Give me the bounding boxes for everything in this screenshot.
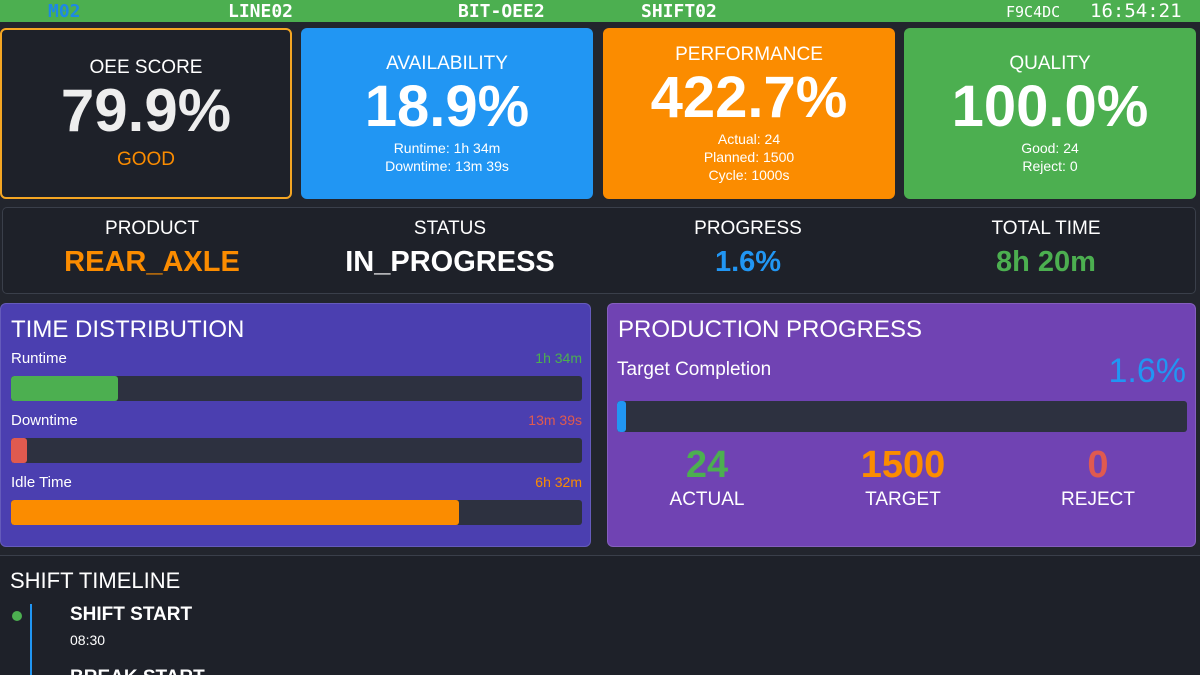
bar-track	[11, 376, 582, 401]
row-value: 6h 32m	[535, 474, 582, 490]
progress-fill	[617, 401, 627, 432]
performance-card: PERFORMANCE 422.7% Actual: 24 Planned: 1…	[603, 28, 895, 199]
code: F9C4DC	[1006, 3, 1061, 21]
card-detail: Cycle: 1000s	[708, 166, 790, 183]
info-value: IN_PROGRESS	[345, 246, 555, 278]
card-status: GOOD	[116, 148, 176, 170]
row-value: 13m 39s	[528, 412, 582, 428]
info-row: PRODUCT REAR_AXLE STATUS IN_PROGRESS PROGR…	[2, 207, 1196, 294]
card-value: 422.7%	[650, 64, 848, 130]
row-label: Runtime	[11, 350, 67, 367]
stat-value: 24	[685, 444, 729, 486]
stat-label: TARGET	[865, 489, 941, 510]
event-time: 08:30	[70, 632, 106, 648]
info-value: 8h 20m	[996, 246, 1096, 278]
card-title: AVAILABILITY	[386, 52, 508, 74]
card-detail: Reject: 0	[1022, 157, 1078, 174]
timeline-dot	[12, 611, 22, 621]
header-bar: M02 LINE02 BIT-OEE2 SHIFT02 F9C4DC 16:54…	[0, 0, 1200, 22]
production-panel: PRODUCTION PROGRESS Target Completion 1.…	[607, 303, 1196, 547]
clock: 16:54:21	[1090, 0, 1182, 22]
timeline-line	[30, 604, 32, 675]
info-item: PRODUCT REAR_AXLE	[3, 208, 301, 293]
bar-track	[11, 438, 582, 463]
event-label: BREAK START	[70, 667, 205, 675]
card-title: QUALITY	[1009, 52, 1091, 74]
info-label: STATUS	[413, 218, 487, 239]
oee-card: OEE SCORE 79.9% GOOD	[0, 28, 292, 199]
availability-card: AVAILABILITY 18.9% Runtime: 1h 34m Downt…	[301, 28, 593, 199]
panel-title: PRODUCTION PROGRESS	[618, 316, 923, 343]
event-label: SHIFT START	[70, 604, 193, 625]
stat-value: 1500	[860, 444, 946, 486]
stat: 1500 TARGET	[808, 444, 998, 511]
bar-fill	[11, 500, 459, 525]
card-value: 18.9%	[364, 73, 530, 139]
card-value: 100.0%	[951, 73, 1149, 139]
card-detail: Planned: 1500	[703, 148, 795, 165]
info-item: TOTAL TIME 8h 20m	[897, 208, 1195, 293]
program: BIT-OEE2	[458, 1, 545, 22]
card-detail: Runtime: 1h 34m	[393, 139, 501, 156]
panel-title: TIME DISTRIBUTION	[11, 316, 245, 343]
row-label: Downtime	[11, 412, 78, 429]
info-item: STATUS IN_PROGRESS	[301, 208, 599, 293]
info-value: 1.6%	[714, 246, 782, 278]
card-detail: Downtime: 13m 39s	[385, 157, 509, 174]
panel-title: SHIFT TIMELINE	[10, 568, 181, 593]
info-value: REAR_AXLE	[64, 246, 240, 278]
stat-value: 0	[1087, 444, 1109, 486]
stat-label: ACTUAL	[669, 489, 745, 510]
stat: 24 ACTUAL	[612, 444, 802, 511]
machine: M02	[48, 1, 81, 22]
row-value: 1h 34m	[535, 350, 582, 366]
info-label: PROGRESS	[694, 218, 802, 239]
quality-card: QUALITY 100.0% Good: 24 Reject: 0	[904, 28, 1196, 199]
progress-track	[617, 401, 1187, 432]
time-distribution-panel: TIME DISTRIBUTION Runtime 1h 34m Downtime 1…	[0, 303, 591, 547]
card-detail: Good: 24	[1021, 139, 1079, 156]
row-label: Idle Time	[11, 474, 72, 491]
bar-track	[11, 500, 582, 525]
progress-value: 1.6%	[1108, 352, 1187, 390]
shift: SHIFT02	[641, 1, 717, 22]
stat: 0 REJECT	[1003, 444, 1193, 511]
info-label: PRODUCT	[105, 218, 199, 239]
card-title: OEE SCORE	[89, 56, 203, 78]
card-detail: Actual: 24	[717, 130, 781, 147]
bar-fill	[11, 438, 27, 463]
bar-fill	[11, 376, 119, 401]
info-item: PROGRESS 1.6%	[599, 208, 897, 293]
card-value: 79.9%	[60, 76, 232, 144]
card-title: PERFORMANCE	[675, 43, 823, 65]
stat-label: REJECT	[1061, 489, 1135, 510]
line: LINE02	[228, 1, 294, 22]
info-label: TOTAL TIME	[991, 218, 1101, 239]
timeline-panel: SHIFT TIMELINE SHIFT START 08:30 BREAK S…	[0, 555, 1200, 675]
progress-label: Target Completion	[617, 359, 772, 380]
